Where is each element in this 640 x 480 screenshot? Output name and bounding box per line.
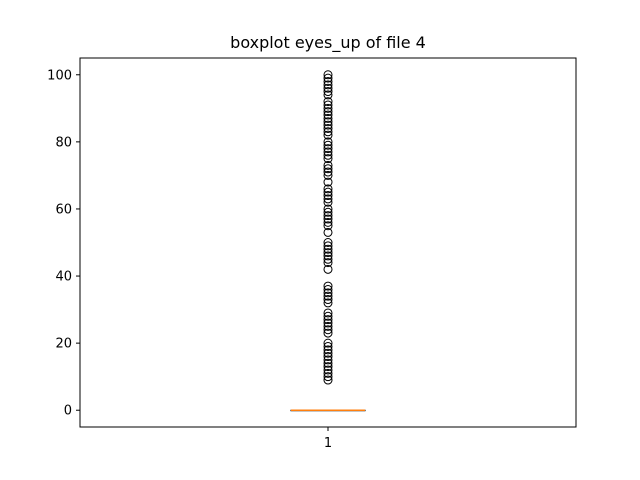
outlier-point (323, 375, 333, 385)
outlier-point (323, 254, 333, 264)
outlier-point (323, 127, 333, 137)
outlier-point (323, 341, 333, 351)
outlier-point (323, 187, 333, 197)
y-tick-label: 40 (55, 270, 72, 285)
outlier-point (323, 355, 333, 365)
outlier-point (323, 204, 333, 214)
y-tick-label: 60 (55, 202, 72, 217)
outlier-point (323, 281, 333, 291)
outlier-point (323, 248, 333, 258)
outlier-point (323, 315, 333, 325)
outlier-point (323, 113, 333, 123)
outlier-point (323, 372, 333, 382)
outlier-point (323, 227, 333, 237)
outlier-point (323, 167, 333, 177)
y-tick-label: 80 (55, 135, 72, 150)
outlier-point (323, 244, 333, 254)
outlier-point (323, 73, 333, 83)
outlier-point (323, 318, 333, 328)
outlier-point (323, 70, 333, 80)
outlier-point (323, 321, 333, 331)
outlier-point (323, 160, 333, 170)
outlier-point (323, 76, 333, 86)
outlier-point (323, 241, 333, 251)
outlier-point (323, 123, 333, 133)
outlier-points (323, 70, 333, 385)
outlier-point (323, 345, 333, 355)
outlier-point (323, 197, 333, 207)
outlier-point (323, 338, 333, 348)
outlier-point (323, 291, 333, 301)
outlier-point (323, 97, 333, 107)
outlier-point (323, 308, 333, 318)
outlier-point (323, 144, 333, 154)
outlier-point (323, 221, 333, 231)
outlier-point (323, 348, 333, 358)
x-tick-label: 1 (324, 436, 332, 451)
outlier-point (323, 140, 333, 150)
outlier-point (323, 177, 333, 187)
box-element (290, 409, 366, 412)
outlier-point (323, 150, 333, 160)
outlier-point (323, 83, 333, 93)
outlier-point (323, 184, 333, 194)
outlier-point (323, 100, 333, 110)
outlier-point (323, 325, 333, 335)
y-tick-label: 100 (47, 68, 72, 83)
outlier-point (323, 284, 333, 294)
y-tick-label: 20 (55, 337, 72, 352)
outlier-point (323, 164, 333, 174)
outlier-point (323, 117, 333, 127)
y-tick-label: 0 (64, 404, 72, 419)
outlier-point (323, 358, 333, 368)
outlier-point (323, 103, 333, 113)
outlier-point (323, 368, 333, 378)
outlier-point (323, 264, 333, 274)
outlier-point (323, 288, 333, 298)
outlier-point (323, 311, 333, 321)
outlier-point (323, 365, 333, 375)
outlier-point (323, 87, 333, 97)
y-axis: 0 20 40 60 80 100 (47, 68, 80, 419)
outlier-point (323, 120, 333, 130)
outlier-point (323, 137, 333, 147)
outlier-point (323, 80, 333, 90)
outlier-point (323, 258, 333, 268)
outlier-point (323, 217, 333, 227)
outlier-point (323, 251, 333, 261)
outlier-point (323, 191, 333, 201)
outlier-point (323, 298, 333, 308)
outlier-point (323, 90, 333, 100)
outlier-point (323, 110, 333, 120)
outlier-point (323, 147, 333, 157)
outlier-point (323, 130, 333, 140)
outlier-point (323, 211, 333, 221)
outlier-point (323, 328, 333, 338)
chart-title: boxplot eyes_up of file 4 (230, 33, 426, 52)
outlier-point (323, 194, 333, 204)
plot-area (79, 57, 577, 428)
outlier-point (323, 238, 333, 247)
x-axis: 1 (324, 427, 332, 451)
outlier-point (323, 107, 333, 117)
outlier-point (323, 295, 333, 305)
outlier-point (323, 207, 333, 217)
outlier-point (323, 214, 333, 224)
outlier-point (323, 170, 333, 180)
outlier-point (323, 352, 333, 362)
outlier-point (323, 154, 333, 164)
outlier-point (323, 362, 333, 372)
